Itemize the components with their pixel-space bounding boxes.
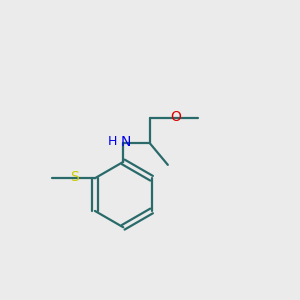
Text: O: O [170, 110, 181, 124]
Text: N: N [120, 135, 131, 149]
Text: S: S [70, 170, 79, 184]
Text: H: H [108, 135, 118, 148]
